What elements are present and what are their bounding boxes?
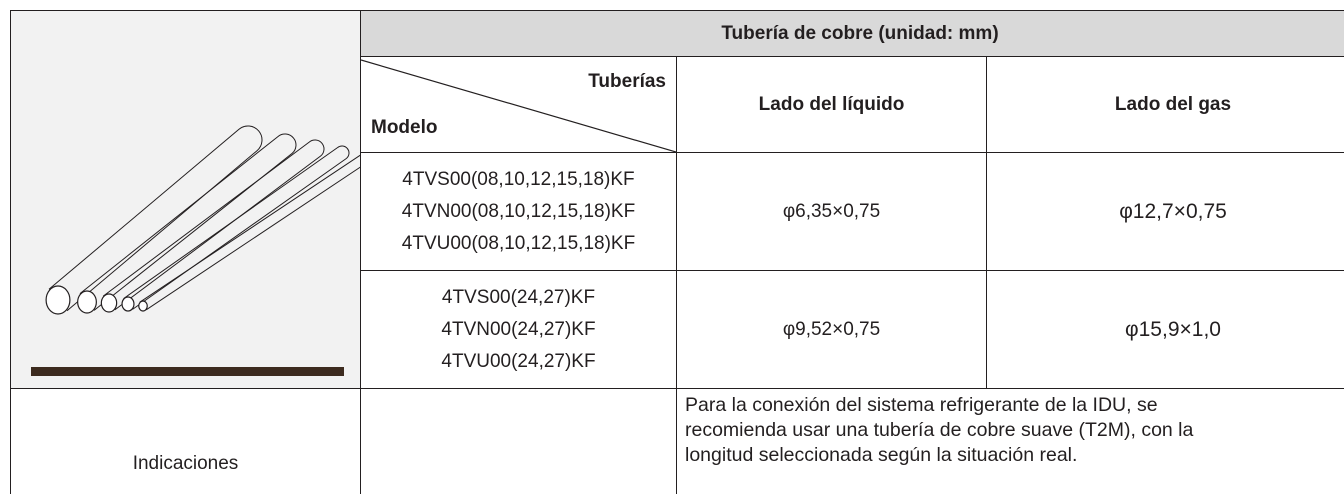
pipe [102, 139, 325, 311]
column-label: Tuberías [588, 71, 666, 92]
column-header: Lado del gas [986, 56, 1344, 153]
model-cell: 4TVS00(08,10,12,15,18)KF 4TVN00(08,10,12,… [360, 152, 677, 271]
table-title: Tubería de cobre (unidad: mm) [360, 10, 1344, 57]
pipe-end [100, 293, 118, 313]
gas-value: φ12,7×0,75 [986, 152, 1344, 271]
liquid-value: φ6,35×0,75 [676, 152, 987, 271]
brown-bar [31, 367, 344, 376]
pipe-end [138, 300, 148, 312]
notes-line: Para la conexión del sistema refrigerant… [685, 394, 1158, 416]
empty-cell [360, 388, 677, 494]
gas-value: φ15,9×1,0 [986, 270, 1344, 389]
pipe [79, 133, 297, 311]
model-name: 4TVS00(08,10,12,15,18)KF [402, 168, 635, 190]
model-name: 4TVU00(08,10,12,15,18)KF [401, 232, 636, 254]
liquid-value: φ9,52×0,75 [676, 270, 987, 389]
pipe-end [121, 296, 135, 312]
diagonal-line [361, 59, 676, 152]
pipes-illustration [45, 125, 360, 315]
model-name: 4TVN00(24,27)KF [441, 318, 596, 340]
notes-lines: Para la conexión del sistema refrigerant… [685, 393, 1193, 468]
pipe-end [45, 285, 71, 315]
notes-label: Indicaciones [10, 388, 361, 494]
notes-text: Para la conexión del sistema refrigerant… [676, 388, 1344, 494]
model-name: 4TVU00(24,27)KF [441, 350, 596, 372]
pipe [48, 125, 263, 312]
row-label: Modelo [371, 117, 438, 138]
column-header: Lado del líquido [676, 56, 987, 153]
model-cell: 4TVS00(24,27)KF 4TVN00(24,27)KF 4TVU00(24,… [360, 270, 677, 389]
pipe [139, 154, 360, 311]
pipe [123, 145, 350, 310]
model-list: 4TVS00(24,27)KF 4TVN00(24,27)KF 4TVU00(24,… [441, 282, 595, 378]
model-list: 4TVS00(08,10,12,15,18)KF 4TVN00(08,10,12,… [402, 164, 635, 260]
diagonal-header: Tuberías Modelo [360, 56, 677, 153]
notes-line: recomienda usar una tubería de cobre sua… [685, 419, 1194, 441]
model-name: 4TVN00(08,10,12,15,18)KF [401, 200, 636, 222]
pipe-end [77, 290, 97, 314]
image-cell [10, 10, 361, 389]
model-name: 4TVS00(24,27)KF [441, 286, 596, 308]
notes-line: longitud seleccionada según la situación… [685, 444, 1078, 466]
